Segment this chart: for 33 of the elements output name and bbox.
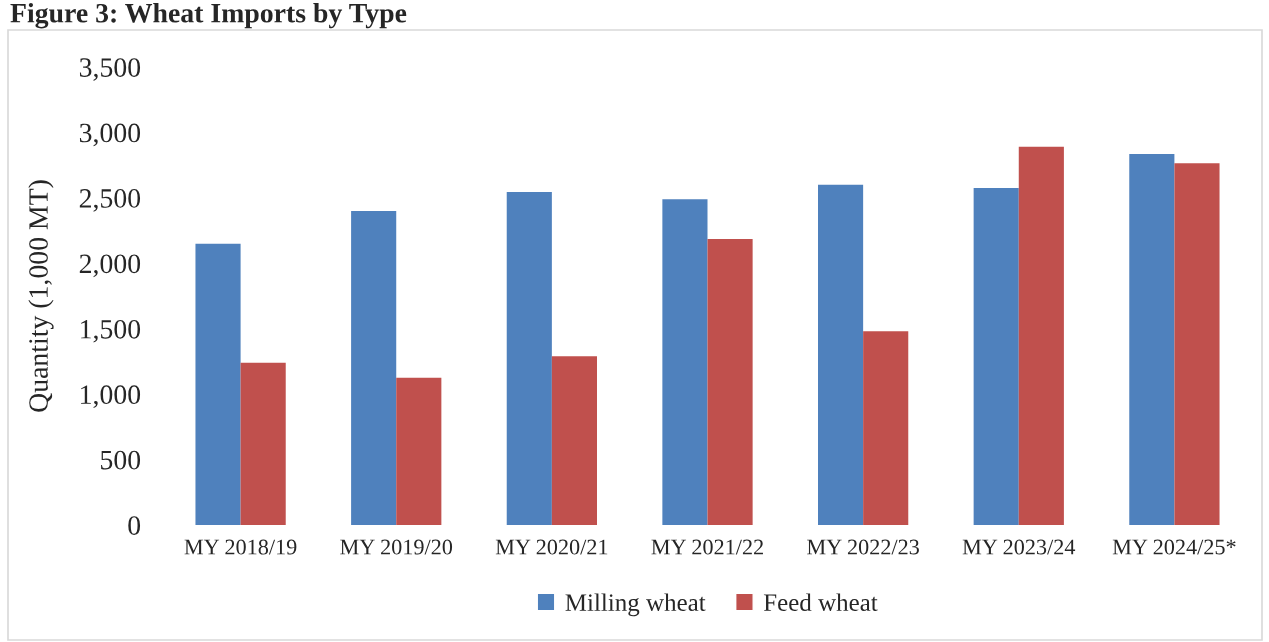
x-tick-label: MY 2018/19 bbox=[184, 539, 297, 555]
y-tick-label: 0 bbox=[128, 516, 141, 535]
bar bbox=[240, 362, 286, 525]
y-tick-label: 3,000 bbox=[79, 123, 141, 147]
x-tick-label: MY 2020/21 bbox=[495, 539, 608, 555]
x-tick-label: MY 2022/23 bbox=[807, 539, 919, 555]
x-tick-label: MY 2023/24 bbox=[962, 539, 1076, 555]
legend-label: Feed wheat bbox=[763, 593, 878, 612]
y-tick-label: 2,500 bbox=[79, 189, 141, 212]
y-tick-label: 3,500 bbox=[79, 58, 141, 81]
x-tick-label: MY 2019/20 bbox=[340, 539, 453, 555]
bar bbox=[973, 188, 1019, 525]
y-tick-label: 2,000 bbox=[79, 254, 141, 278]
x-tick-label: MY 2021/22 bbox=[651, 539, 763, 555]
bar bbox=[662, 199, 708, 525]
y-tick-label: 500 bbox=[101, 450, 141, 470]
bar bbox=[863, 331, 909, 525]
legend-label: Milling wheat bbox=[565, 593, 706, 617]
bar bbox=[506, 191, 552, 525]
chart-title: Figure 3: Wheat Imports by Type bbox=[10, 3, 407, 29]
bar bbox=[818, 184, 864, 525]
bar bbox=[551, 356, 597, 525]
bar bbox=[195, 243, 241, 525]
y-axis-title: Quantity (1,000 MT) bbox=[28, 180, 54, 412]
bar bbox=[396, 377, 442, 525]
x-tick-label: MY 2024/25* bbox=[1112, 539, 1236, 555]
y-tick-label: 1,500 bbox=[81, 319, 141, 343]
bar bbox=[1018, 146, 1064, 525]
bar bbox=[1129, 154, 1175, 525]
bar bbox=[1174, 163, 1220, 525]
y-tick-label: 1,000 bbox=[81, 385, 141, 409]
bar bbox=[707, 239, 753, 525]
bar bbox=[351, 210, 397, 525]
